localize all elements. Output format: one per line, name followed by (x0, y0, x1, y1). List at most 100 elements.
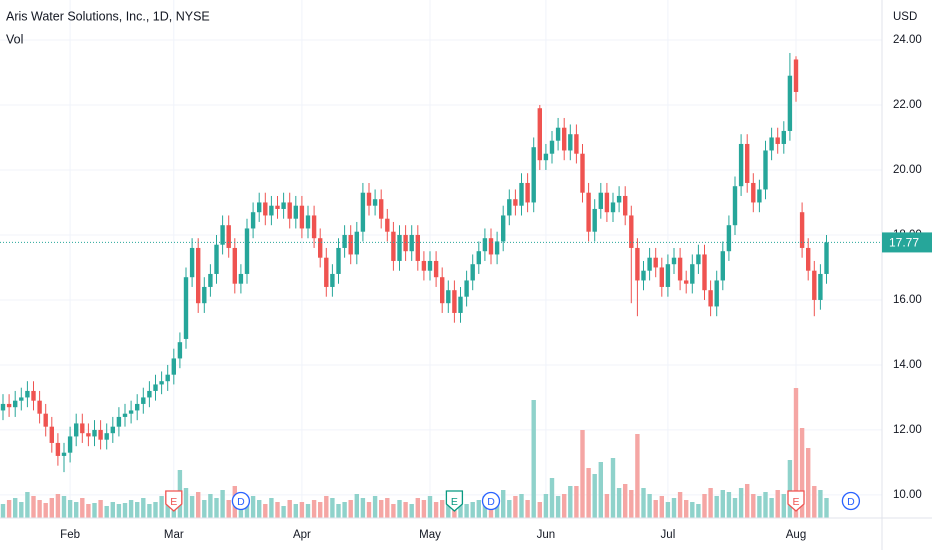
volume-bar (226, 500, 231, 518)
candle-body (6, 403, 12, 408)
volume-bar (653, 500, 658, 518)
candle-body (147, 390, 152, 398)
candle-body (653, 257, 658, 268)
candle-body (305, 215, 311, 229)
candle-body (391, 231, 396, 261)
volume-bar (641, 488, 646, 518)
candle-body (476, 251, 481, 265)
volume-bar (275, 502, 280, 518)
candle-body (555, 127, 561, 141)
chart-title: Aris Water Solutions, Inc., 1D, NYSE (6, 9, 210, 23)
volume-bar (726, 492, 732, 518)
volume-bar (305, 504, 311, 518)
candle-body (458, 296, 463, 313)
volume-bar (74, 502, 79, 518)
volume-bar (696, 504, 701, 518)
candle-body (769, 137, 774, 151)
candle-body (37, 400, 42, 414)
volume-bar (702, 494, 707, 518)
candle-body (421, 260, 427, 271)
volume-bar (623, 484, 628, 518)
candle-body (659, 267, 664, 287)
candle-body (745, 143, 750, 183)
last-price-label: 17.77 (889, 236, 919, 250)
candle-body (726, 225, 732, 252)
candle-body (55, 442, 61, 456)
volume-bar (421, 500, 427, 518)
volume-bar (61, 496, 67, 518)
candle-body (293, 205, 298, 219)
candle-body (696, 254, 701, 265)
candle-body (433, 260, 439, 278)
volume-bar (494, 498, 500, 518)
candle-body (372, 199, 378, 206)
volume-bar (110, 502, 115, 518)
volume-bar (281, 506, 286, 518)
x-tick-label: Aug (786, 529, 806, 541)
volume-bar (714, 496, 719, 518)
candle-body (13, 400, 18, 408)
candle-body (0, 403, 6, 411)
candle-body (263, 202, 268, 216)
earnings-marker (787, 490, 805, 512)
y-tick-label: 12.00 (893, 424, 922, 436)
candle-body (751, 182, 756, 203)
volume-bar (360, 498, 366, 518)
volume-bar (409, 504, 414, 518)
volume-bar (775, 490, 780, 518)
candle-body (104, 433, 109, 440)
volume-bar (86, 504, 91, 518)
candle-body (348, 234, 353, 255)
y-tick-label: 22.00 (893, 99, 922, 111)
volume-bar (732, 498, 738, 518)
volume-bar (555, 496, 561, 518)
y-tick-label: 20.00 (893, 164, 922, 176)
candle-body (141, 397, 146, 404)
candle-body (616, 195, 622, 203)
candle-body (403, 234, 408, 252)
candle-body (568, 134, 573, 151)
volume-bar (324, 496, 329, 518)
candle-body (799, 212, 805, 248)
x-tick-label: Jul (661, 529, 676, 541)
volume-bar (128, 500, 134, 518)
volume-bar (67, 500, 73, 518)
candle-body (702, 254, 707, 291)
volume-bar (104, 506, 109, 518)
candle-body (183, 277, 189, 339)
x-tick-label: Jun (537, 529, 556, 541)
volume-bar (13, 498, 18, 518)
volume-bar (415, 498, 420, 518)
candle-body (671, 257, 677, 265)
candle-body (196, 247, 201, 304)
volume-bar (372, 496, 378, 518)
candle-body (812, 270, 817, 300)
volume-bar (250, 496, 256, 518)
candle-body (525, 182, 530, 203)
x-tick-label: May (419, 529, 441, 541)
candle-body (269, 205, 274, 216)
candle-body (31, 390, 36, 401)
volume-bar (433, 502, 439, 518)
volume-bar (19, 502, 24, 518)
volume-bar (385, 498, 390, 518)
volume-bar (202, 500, 207, 518)
volume-bar (525, 500, 530, 518)
volume-bar (769, 498, 774, 518)
x-tick-label: Mar (164, 529, 184, 541)
volume-bar (147, 504, 152, 518)
volume-bar (6, 500, 12, 518)
candle-body (665, 264, 671, 287)
volume-bar (348, 500, 353, 518)
candle-body (732, 186, 738, 226)
volume-bar (318, 502, 323, 518)
volume-bar (580, 430, 585, 518)
volume-bar (427, 496, 433, 518)
y-tick-label: 10.00 (893, 489, 922, 501)
volume-bar (31, 496, 36, 518)
volume-bar (391, 504, 396, 518)
candle-body (159, 381, 164, 385)
y-tick-label: 24.00 (893, 34, 922, 46)
candle-body (110, 426, 115, 434)
